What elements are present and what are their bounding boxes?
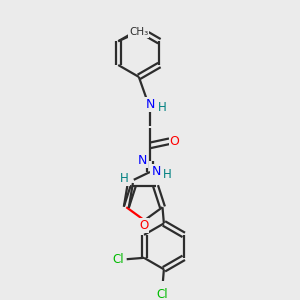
Text: N: N — [152, 166, 161, 178]
Text: CH₃: CH₃ — [129, 27, 148, 37]
Text: H: H — [162, 168, 171, 181]
Text: H: H — [158, 101, 166, 114]
Text: N: N — [137, 154, 147, 167]
Text: Cl: Cl — [112, 253, 124, 266]
Text: O: O — [170, 135, 179, 148]
Text: O: O — [139, 219, 148, 232]
Text: N: N — [145, 98, 155, 111]
Text: H: H — [120, 172, 129, 185]
Text: Cl: Cl — [157, 288, 168, 300]
